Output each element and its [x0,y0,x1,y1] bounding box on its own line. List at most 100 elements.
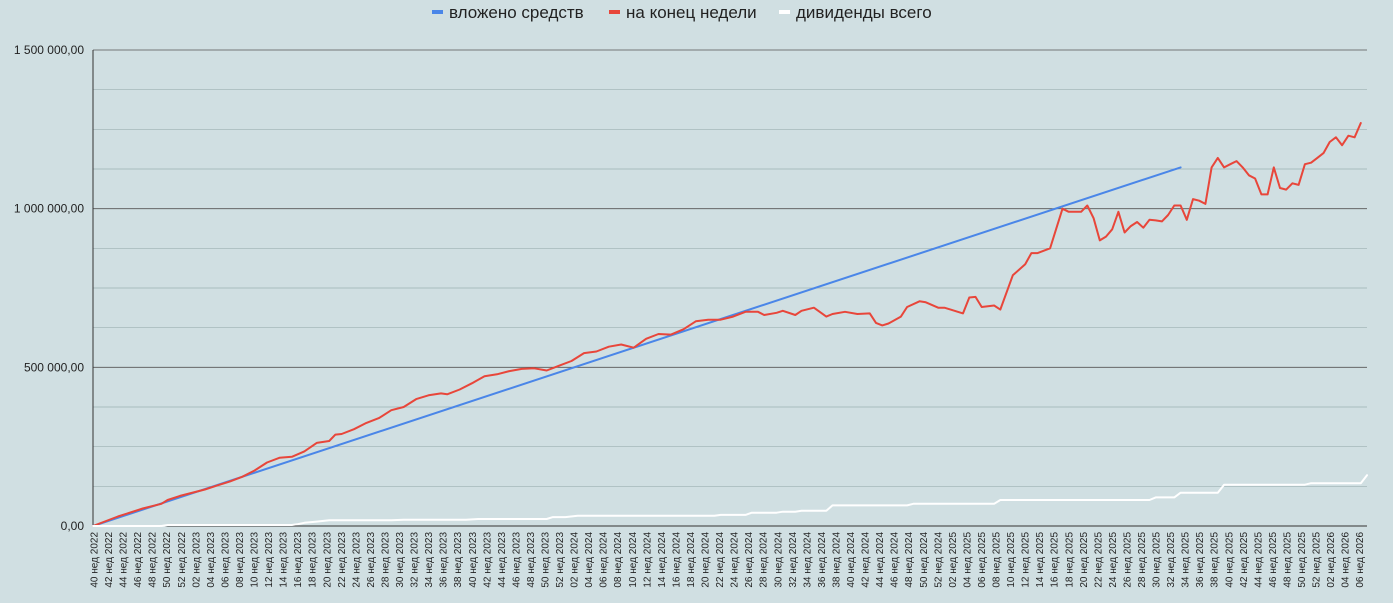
x-tick-label: 14 нед 2025 [1035,532,1046,588]
x-tick-label: 36 нед 2023 [439,532,450,588]
x-tick-label: 46 нед 2024 [890,532,901,588]
x-tick-label: 06 нед 2026 [1355,532,1366,588]
x-tick-label: 34 нед 2025 [1181,532,1192,588]
x-tick-label: 50 нед 2023 [541,532,552,588]
series-line-2 [92,122,1362,527]
y-tick-label: 500 000,00 [24,360,84,374]
x-tick-label: 10 нед 2024 [628,532,639,588]
x-tick-label: 40 нед 2025 [1224,532,1235,588]
x-axis: 40 нед 2022 42 нед 2022 44 нед 2022 46 нед … [90,532,1367,588]
legend-label: вложено средств [449,3,584,22]
x-tick-label: 42 нед 2024 [861,532,872,588]
legend-swatch [609,10,620,14]
x-tick-label: 48 нед 2024 [904,532,915,588]
x-tick-label: 08 нед 2023 [235,532,246,588]
x-tick-label: 52 нед 2024 [933,532,944,588]
x-tick-label: 40 нед 2023 [468,532,479,588]
y-tick-label: 0,00 [61,519,85,533]
x-tick-label: 44 нед 2024 [875,532,886,588]
x-tick-label: 32 нед 2025 [1166,532,1177,588]
x-tick-label: 18 нед 2024 [686,532,697,588]
x-tick-label: 12 нед 2025 [1021,532,1032,588]
x-tick-label: 40 нед 2022 [90,532,101,588]
x-tick-label: 06 нед 2025 [977,532,988,588]
x-tick-label: 22 нед 2024 [715,532,726,588]
legend-swatch [432,10,443,14]
x-tick-label: 32 нед 2024 [788,532,799,588]
x-tick-label: 46 нед 2022 [133,532,144,588]
y-tick-label: 1 000 000,00 [14,202,84,216]
series-lines [92,122,1368,527]
x-tick-label: 44 нед 2023 [497,532,508,588]
series-line-3 [92,474,1368,527]
x-tick-label: 06 нед 2024 [599,532,610,588]
x-tick-label: 52 нед 2025 [1312,532,1323,588]
x-tick-label: 30 нед 2024 [773,532,784,588]
x-tick-label: 48 нед 2022 [148,532,159,588]
x-tick-label: 20 нед 2023 [322,532,333,588]
x-tick-label: 22 нед 2023 [337,532,348,588]
x-tick-label: 18 нед 2023 [308,532,319,588]
x-tick-label: 26 нед 2025 [1122,532,1133,588]
x-tick-label: 46 нед 2023 [511,532,522,588]
x-tick-label: 26 нед 2023 [366,532,377,588]
legend: вложено средств на конец недели дивиденды … [432,3,932,22]
x-tick-label: 30 нед 2025 [1152,532,1163,588]
x-tick-label: 02 нед 2024 [570,532,581,588]
x-tick-label: 24 нед 2023 [351,532,362,588]
x-tick-label: 46 нед 2025 [1268,532,1279,588]
x-tick-label: 04 нед 2023 [206,532,217,588]
x-tick-label: 24 нед 2025 [1108,532,1119,588]
x-tick-label: 02 нед 2026 [1326,532,1337,588]
x-tick-label: 20 нед 2024 [701,532,712,588]
x-tick-label: 50 нед 2024 [919,532,930,588]
legend-label: на конец недели [626,3,757,22]
x-tick-label: 18 нед 2025 [1064,532,1075,588]
x-tick-label: 38 нед 2024 [832,532,843,588]
x-tick-label: 28 нед 2024 [759,532,770,588]
legend-label: дивиденды всего [796,3,932,22]
x-tick-label: 38 нед 2025 [1210,532,1221,588]
x-tick-label: 38 нед 2023 [453,532,464,588]
x-tick-label: 22 нед 2025 [1093,532,1104,588]
x-tick-label: 10 нед 2023 [250,532,261,588]
x-tick-label: 50 нед 2025 [1297,532,1308,588]
x-tick-label: 14 нед 2024 [657,532,668,588]
x-tick-label: 42 нед 2023 [482,532,493,588]
x-tick-label: 52 нед 2022 [177,532,188,588]
x-tick-label: 02 нед 2025 [948,532,959,588]
x-tick-label: 34 нед 2024 [802,532,813,588]
x-tick-label: 42 нед 2025 [1239,532,1250,588]
x-tick-label: 36 нед 2024 [817,532,828,588]
x-tick-label: 04 нед 2026 [1341,532,1352,588]
x-tick-label: 30 нед 2023 [395,532,406,588]
x-tick-label: 28 нед 2025 [1137,532,1148,588]
x-tick-label: 06 нед 2023 [220,532,231,588]
x-tick-label: 08 нед 2024 [613,532,624,588]
y-tick-label: 1 500 000,00 [14,43,84,57]
x-tick-label: 12 нед 2023 [264,532,275,588]
x-tick-label: 34 нед 2023 [424,532,435,588]
x-tick-label: 44 нед 2025 [1253,532,1264,588]
x-tick-label: 16 нед 2023 [293,532,304,588]
x-tick-label: 50 нед 2022 [162,532,173,588]
x-tick-label: 48 нед 2025 [1283,532,1294,588]
x-tick-label: 26 нед 2024 [744,532,755,588]
x-tick-label: 16 нед 2024 [671,532,682,588]
x-tick-label: 28 нед 2023 [381,532,392,588]
x-tick-label: 08 нед 2025 [992,532,1003,588]
y-axis: 0,00 500 000,00 1 000 000,00 1 500 000,00 [14,43,1367,533]
legend-swatch [779,10,790,14]
x-tick-label: 14 нед 2023 [279,532,290,588]
x-tick-label: 36 нед 2025 [1195,532,1206,588]
x-tick-label: 52 нед 2023 [555,532,566,588]
x-tick-label: 24 нед 2024 [730,532,741,588]
x-tick-label: 40 нед 2024 [846,532,857,588]
x-tick-label: 04 нед 2025 [962,532,973,588]
x-tick-label: 44 нед 2022 [119,532,130,588]
x-tick-label: 42 нед 2022 [104,532,115,588]
x-tick-label: 20 нед 2025 [1079,532,1090,588]
grid-lines [93,49,1367,487]
x-tick-label: 02 нед 2023 [191,532,202,588]
